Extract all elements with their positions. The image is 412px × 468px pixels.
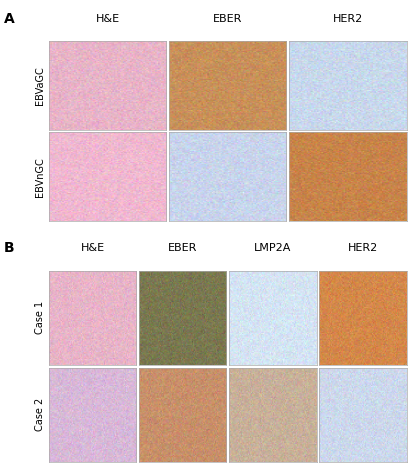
Text: H&E: H&E (80, 243, 105, 253)
Text: Case 2: Case 2 (35, 398, 45, 431)
Text: A: A (4, 12, 15, 26)
Text: B: B (4, 241, 15, 255)
Text: H&E: H&E (96, 14, 119, 24)
Text: EBER: EBER (168, 243, 197, 253)
Text: HER2: HER2 (332, 14, 363, 24)
Text: HER2: HER2 (348, 243, 378, 253)
Text: LMP2A: LMP2A (254, 243, 291, 253)
Text: EBER: EBER (213, 14, 242, 24)
Text: Case 1: Case 1 (35, 301, 45, 334)
Text: EBVnGC: EBVnGC (35, 157, 45, 197)
Text: EBVaGC: EBVaGC (35, 66, 45, 105)
